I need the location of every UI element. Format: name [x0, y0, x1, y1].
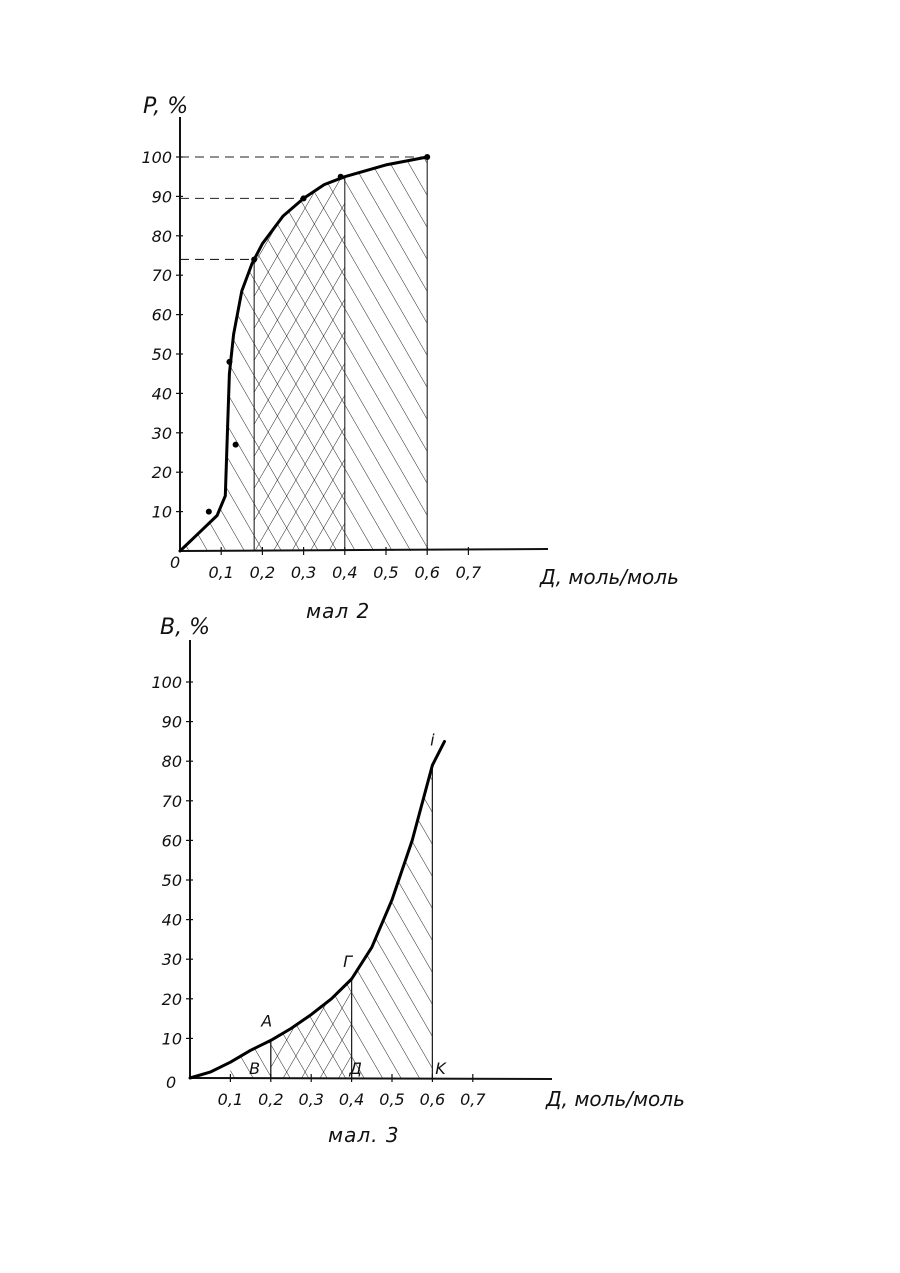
point-label: A [260, 1012, 272, 1031]
hatch-region-2-cross [254, 177, 345, 551]
x-tick-label: 0,2 [258, 1090, 283, 1109]
chart-2-hatched-area [230, 765, 432, 1078]
chart-2-y-ticks: 10 20 30 40 50 60 70 80 90 100 [151, 673, 193, 1048]
chart-2-x-axis [190, 1078, 552, 1079]
point-label: Г [343, 952, 353, 971]
y-tick-label: 10 [162, 1029, 182, 1048]
chart-1-x-ticks: 0,1 0,2 0,3 0,4 0,5 0,6 0,7 [208, 547, 481, 582]
x-tick-label: 0,5 [373, 563, 398, 582]
y-tick-label: 30 [162, 950, 182, 969]
chart-1-hatched-area [180, 157, 427, 551]
chart-1-origin-label: 0 [170, 553, 180, 572]
x-tick-label: 0,7 [460, 1090, 486, 1109]
x-tick-label: 0,3 [291, 563, 316, 582]
y-tick-label: 100 [141, 148, 172, 167]
hatch-region-1 [180, 259, 254, 551]
chart-2-origin-label: 0 [166, 1073, 176, 1092]
point-label: K [435, 1059, 447, 1078]
chart-2-title: мал. 3 [328, 1123, 400, 1147]
y-tick-label: 40 [152, 384, 172, 403]
chart-2-x-label: Д, моль/моль [545, 1087, 685, 1111]
chart-1-y-ticks: 10 20 30 40 50 60 70 80 90 100 [141, 148, 183, 522]
point-label: i [430, 730, 435, 749]
data-point [301, 195, 307, 201]
y-tick-label: 60 [162, 831, 182, 850]
point-label: B [249, 1059, 260, 1078]
y-tick-label: 70 [162, 792, 182, 811]
y-tick-label: 90 [162, 713, 182, 732]
y-tick-label: 10 [152, 503, 172, 522]
x-tick-label: 0,3 [298, 1090, 323, 1109]
data-point [338, 174, 344, 180]
y-tick-label: 20 [162, 990, 182, 1009]
chart-2: 10 20 30 40 50 60 70 80 90 100 0,1 0,2 0,3 0,4 0,5 0,6… [151, 615, 684, 1147]
data-point [424, 154, 430, 160]
x-tick-label: 0,1 [218, 1090, 243, 1109]
y-tick-label: 40 [162, 911, 182, 930]
hatch-region-3 [345, 157, 427, 551]
chart-1: 10 20 30 40 50 60 70 80 90 100 0,1 0,2 0,3 0,4 0,5 0,6… [141, 94, 678, 623]
hatch-region-2-cross [271, 979, 352, 1078]
data-point [251, 256, 257, 262]
data-point [206, 509, 212, 515]
x-tick-label: 0,5 [379, 1090, 404, 1109]
y-tick-label: 70 [152, 266, 172, 285]
chart-2-y-label: B, % [160, 615, 210, 640]
x-tick-label: 0,6 [414, 563, 439, 582]
y-tick-label: 20 [152, 463, 172, 482]
y-tick-label: 100 [151, 673, 182, 692]
y-tick-label: 60 [152, 306, 172, 325]
x-tick-label: 0,6 [420, 1090, 445, 1109]
y-tick-label: 50 [162, 871, 182, 890]
chart-1-title: мал 2 [306, 599, 370, 623]
chart-1-x-label: Д, моль/моль [539, 565, 679, 589]
data-point [233, 442, 239, 448]
x-tick-label: 0,4 [339, 1090, 364, 1109]
y-tick-label: 30 [152, 424, 172, 443]
chart-1-y-label: P, % [143, 94, 188, 119]
x-tick-label: 0,2 [250, 563, 275, 582]
point-label: Д [348, 1059, 362, 1078]
y-tick-label: 90 [152, 187, 172, 206]
y-tick-label: 80 [152, 227, 172, 246]
data-point [226, 359, 232, 365]
x-tick-label: 0,7 [456, 563, 482, 582]
x-tick-label: 0,1 [208, 563, 233, 582]
x-tick-label: 0,4 [332, 563, 357, 582]
y-tick-label: 50 [152, 345, 172, 364]
y-tick-label: 80 [162, 752, 182, 771]
